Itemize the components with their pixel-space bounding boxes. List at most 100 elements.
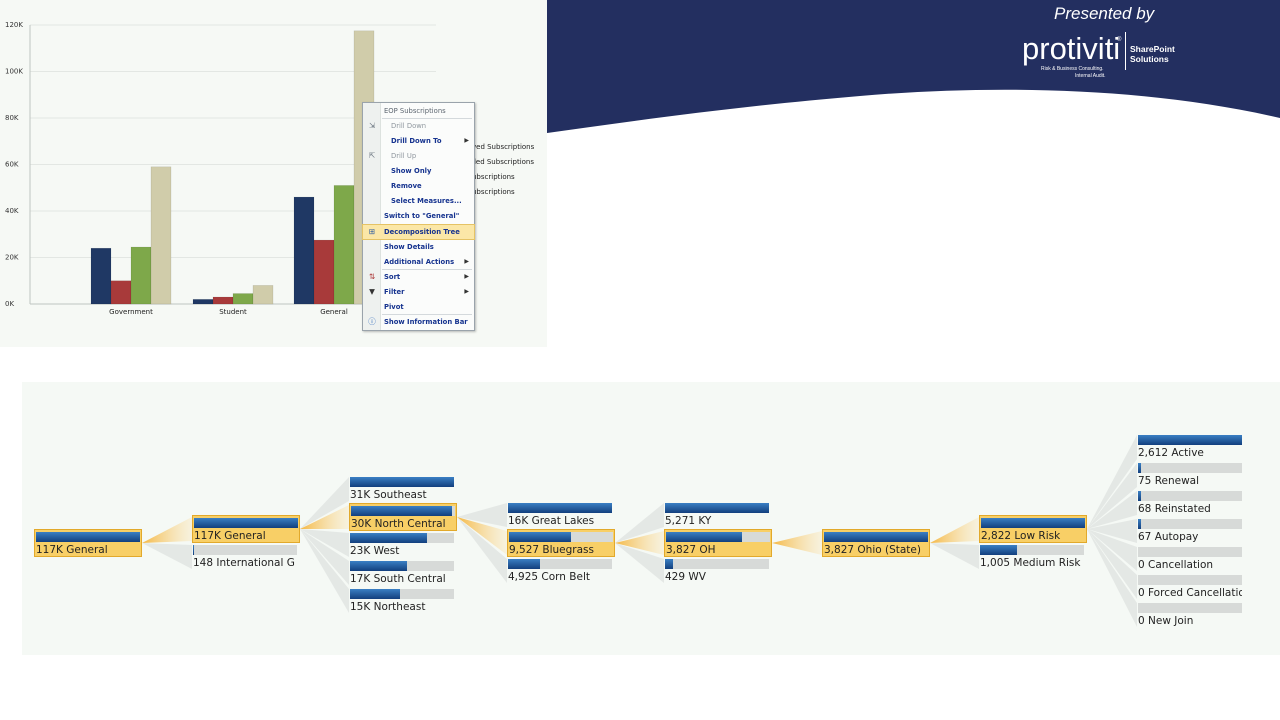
x-tick-label: General: [320, 308, 348, 316]
menu-item-drill-down-to[interactable]: Drill Down To ▶: [363, 134, 474, 148]
node-bar-fill: [36, 532, 140, 542]
tree-node[interactable]: 9,527 Bluegrass: [507, 529, 615, 557]
tree-node[interactable]: 429 WV: [664, 557, 772, 585]
menu-item-drill-down[interactable]: ⇲ Drill Down: [363, 119, 474, 133]
menu-item-label: Show Information Bar: [384, 318, 468, 326]
menu-item-show-only[interactable]: Show Only: [363, 164, 474, 178]
tree-node[interactable]: 117K General: [34, 529, 142, 557]
node-bar-track: [1138, 519, 1242, 529]
sort-icon: ⇅: [368, 272, 376, 281]
bar[interactable]: [313, 239, 335, 305]
tree-connector: [1087, 491, 1137, 529]
menu-item-remove[interactable]: Remove: [363, 179, 474, 193]
node-bar-fill: [1138, 463, 1142, 473]
legend-item[interactable]: ubscriptions: [472, 188, 515, 196]
tree-node[interactable]: 3,827 Ohio (State): [822, 529, 930, 557]
tree-node[interactable]: 4,925 Corn Belt: [507, 557, 615, 585]
tree-node[interactable]: 117K General: [192, 515, 300, 543]
bar[interactable]: [90, 247, 112, 305]
tree-connector: [300, 477, 349, 529]
node-bar-track: [1138, 435, 1242, 445]
node-bar-fill: [981, 518, 1085, 528]
tree-node[interactable]: 68 Reinstated: [1137, 489, 1245, 517]
tree-node[interactable]: 148 International G: [192, 543, 300, 571]
menu-item-label: Drill Down: [391, 122, 427, 130]
bar[interactable]: [232, 293, 254, 305]
node-bar-fill: [351, 506, 452, 516]
menu-item-show-details[interactable]: Show Details: [363, 240, 474, 254]
tree-node[interactable]: 75 Renewal: [1137, 461, 1245, 489]
node-label: 75 Renewal: [1138, 475, 1200, 487]
node-label: 0 Forced Cancellation: [1138, 587, 1242, 599]
tree-node[interactable]: 23K West: [349, 531, 457, 559]
menu-item-label: Show Details: [384, 243, 434, 251]
node-bar-fill: [193, 545, 195, 555]
bar[interactable]: [150, 166, 172, 305]
node-bar-track: [509, 532, 613, 542]
node-label: 9,527 Bluegrass: [509, 544, 594, 556]
tree-node[interactable]: 0 Cancellation: [1137, 545, 1245, 573]
x-tick-label: Student: [219, 308, 247, 316]
tree-node[interactable]: 5,271 KY: [664, 501, 772, 529]
tree-connector: [930, 543, 979, 569]
menu-item-show-information-bar[interactable]: ⓘ Show Information Bar: [363, 315, 474, 329]
header-banner: [540, 0, 1280, 134]
bar[interactable]: [212, 296, 234, 305]
bar[interactable]: [333, 185, 355, 305]
tree-node[interactable]: 0 Forced Cancellation: [1137, 573, 1245, 601]
menu-item-switch-to-general[interactable]: Switch to "General": [363, 209, 474, 223]
node-label: 67 Autopay: [1138, 531, 1199, 543]
node-label: 0 Cancellation: [1138, 559, 1214, 571]
node-bar-track: [1138, 547, 1242, 557]
menu-item-filter[interactable]: ▼ Filter ▶: [363, 285, 474, 299]
menu-icon-gutter: [363, 103, 381, 330]
tree-node[interactable]: 30K North Central: [349, 503, 457, 531]
node-bar-fill: [350, 477, 454, 487]
menu-item-decomposition-tree[interactable]: ⊞ Decomposition Tree: [362, 224, 475, 240]
node-bar-track: [508, 503, 612, 513]
node-bar-track: [1138, 491, 1242, 501]
protiviti-logo: protiviti: [1022, 31, 1121, 66]
menu-item-label: Switch to "General": [384, 212, 460, 220]
submenu-arrow-icon: ▶: [464, 273, 469, 280]
bar[interactable]: [192, 299, 214, 305]
node-bar-fill: [980, 545, 1018, 555]
tree-connector: [615, 543, 664, 583]
bar[interactable]: [130, 246, 152, 305]
menu-item-label: Drill Down To: [391, 137, 442, 145]
chart-panel: 0K 20K 40K 60K 80K 100K 120K Government Student G…: [0, 0, 547, 347]
tree-node[interactable]: 2,822 Low Risk: [979, 515, 1087, 543]
bar[interactable]: [252, 285, 274, 305]
tree-node[interactable]: 2,612 Active: [1137, 433, 1245, 461]
node-label: 429 WV: [665, 571, 706, 583]
node-bar-track: [194, 518, 298, 528]
legend-item[interactable]: ved Subscriptions: [472, 143, 535, 151]
tree-node[interactable]: 16K Great Lakes: [507, 501, 615, 529]
bar[interactable]: [110, 280, 132, 305]
tree-node[interactable]: 15K Northeast: [349, 587, 457, 615]
tree-node[interactable]: 17K South Central: [349, 559, 457, 587]
node-bar-track: [36, 532, 140, 542]
tree-node[interactable]: 0 New Join: [1137, 601, 1245, 629]
node-bar-track: [350, 533, 454, 543]
node-bar-fill: [1138, 519, 1141, 529]
bar[interactable]: [293, 196, 315, 305]
node-label: 117K General: [194, 530, 266, 542]
menu-item-label: Remove: [391, 182, 422, 190]
menu-item-select-measures[interactable]: Select Measures...: [363, 194, 474, 208]
tree-node[interactable]: 31K Southeast: [349, 475, 457, 503]
tree-node[interactable]: 67 Autopay: [1137, 517, 1245, 545]
legend-item[interactable]: lled Subscriptions: [472, 158, 535, 166]
legend-item[interactable]: ubscriptions: [472, 173, 515, 181]
node-bar-fill: [350, 589, 400, 599]
context-menu: EOP Subscriptions ⇲ Drill Down Drill Down…: [362, 102, 475, 331]
tree-node[interactable]: 3,827 OH: [664, 529, 772, 557]
menu-item-pivot[interactable]: Pivot: [363, 300, 474, 314]
node-label: 15K Northeast: [350, 601, 426, 613]
tree-node[interactable]: 1,005 Medium Risk: [979, 543, 1087, 571]
node-label: 17K South Central: [350, 573, 446, 585]
menu-item-drill-up[interactable]: ⇱ Drill Up: [363, 149, 474, 163]
menu-item-sort[interactable]: ⇅ Sort ▶: [363, 270, 474, 284]
node-bar-track: [666, 532, 770, 542]
menu-item-additional-actions[interactable]: Additional Actions ▶: [363, 255, 474, 269]
